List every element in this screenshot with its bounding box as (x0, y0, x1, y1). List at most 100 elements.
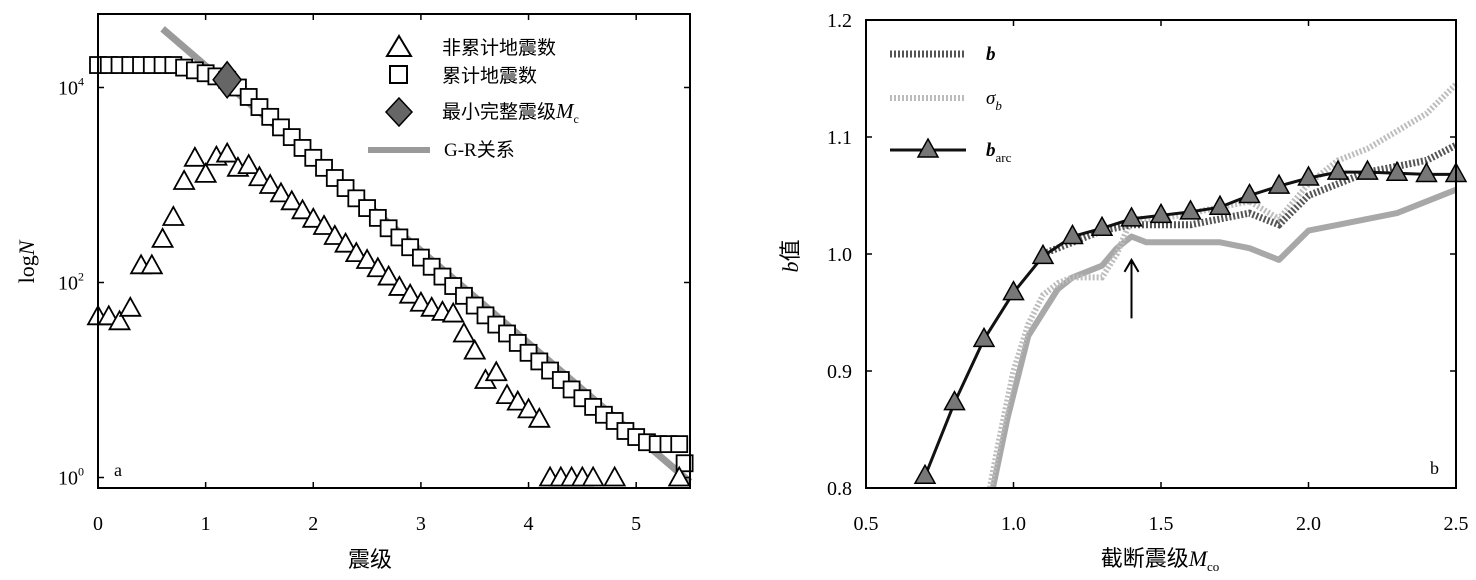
y-axis-label-b: b值 (778, 239, 804, 272)
legend-label-barc: barc (986, 140, 1012, 165)
noncumulative-triangle-marker (581, 465, 605, 487)
noncumulative-triangle-marker (517, 397, 541, 419)
noncumulative-triangle-marker (194, 162, 218, 183)
noncumulative-triangle-marker (140, 253, 164, 275)
x-tick-label-b: 1.5 (1149, 513, 1174, 535)
legend-label-cumulative: 累计地震数 (442, 65, 537, 87)
noncumulative-triangle-marker (280, 189, 304, 211)
x-tick-label-a: 3 (416, 513, 426, 535)
barc-triangle-marker (1149, 202, 1173, 224)
noncumulative-triangle-marker (237, 153, 261, 174)
legend-label-sigma: σb (986, 88, 1002, 113)
barc-triangle-marker (943, 390, 966, 411)
barc-triangle-marker (972, 326, 996, 348)
noncumulative-triangle-marker (452, 321, 476, 343)
noncumulative-triangle-marker (312, 214, 336, 235)
barc-triangle-marker (1090, 215, 1114, 237)
barc-triangle-marker (1238, 182, 1261, 204)
y-axis-label-a: logN (14, 239, 39, 283)
series-line-layer-b (923, 82, 1459, 489)
noncumulative-triangle-marker (247, 165, 271, 187)
panel-a: 0 1 2 3 4 5 100 102 104 a 震级 logN 非累计地震数 累计地震数 … (14, 13, 694, 573)
barc-triangle-marker (913, 463, 937, 485)
x-tick-label-b: 2.0 (1296, 513, 1321, 535)
legend-triangle-marker (385, 34, 413, 57)
y-tick-label-b: 0.8 (827, 478, 852, 500)
plot-frame-a (97, 13, 691, 489)
noncumulative-triangle-marker (118, 295, 142, 317)
y-ticks-b: 0.8 0.9 1.0 1.1 1.2 (827, 10, 1456, 500)
barc-triangle-marker (1002, 280, 1025, 301)
noncumulative-triangle-marker (409, 290, 433, 312)
noncumulative-triangle-marker (97, 304, 121, 326)
legend-entry-mc: 最小完整震级Mc (384, 96, 579, 128)
plot-frame-b (865, 19, 1457, 489)
legend-entry-barc: barc (890, 137, 1012, 165)
mc-diamond-marker (212, 60, 243, 100)
barc-triangle-marker (1120, 206, 1143, 227)
noncumulative-triangle-marker (151, 227, 175, 248)
noncumulative-triangle-marker (377, 264, 401, 286)
y-tick-label-a: 100 (58, 465, 84, 490)
noncumulative-triangle-marker (667, 465, 691, 487)
noncumulative-triangle-marker (183, 145, 207, 167)
legend-diamond-marker (384, 96, 414, 128)
noncumulative-triangle-marker (334, 231, 358, 253)
noncumulative-triangle-marker (506, 389, 530, 411)
legend-entry-sigma: σb (890, 88, 1002, 113)
barc-triangle-marker (1208, 194, 1232, 215)
noncumulative-triangle-marker (463, 338, 487, 360)
barc-triangle-marker (1356, 159, 1379, 180)
x-tick-label-a: 2 (308, 513, 318, 535)
x-axis-label-b: 截断震级Mco (1101, 546, 1220, 574)
y-tick-label-a: 102 (58, 270, 84, 295)
y-ticks-a: 100 102 104 (58, 75, 690, 490)
noncumulative-triangle-marker (387, 275, 411, 296)
noncumulative-triangle-marker (344, 241, 368, 263)
y-tick-label-b: 1.0 (827, 244, 852, 266)
noncumulative-triangle-marker (366, 256, 390, 278)
x-ticks-b: 0.5 1.0 1.5 2.0 2.5 (854, 20, 1469, 535)
barc-marker-layer (913, 159, 1468, 485)
legend-a: 非累计地震数 累计地震数 最小完整震级Mc G-R关系 (368, 34, 579, 161)
barc-triangle-marker (1061, 223, 1084, 245)
legend-square-marker (389, 65, 408, 84)
barc-triangle-marker (1267, 173, 1291, 194)
legend-label-mc: 最小完整震级Mc (442, 99, 579, 126)
panel-label-a: a (114, 460, 122, 480)
cumulative-square-marker (670, 435, 689, 454)
barc-triangle-marker (1385, 160, 1409, 182)
x-tick-label-b: 1.0 (1001, 513, 1026, 535)
arrow-head (1123, 257, 1140, 273)
legend-label-noncumulative: 非累计地震数 (442, 37, 556, 59)
arrow-annotation (1123, 257, 1140, 319)
y-tick-label-b: 0.9 (827, 361, 852, 383)
mc-marker-layer (212, 60, 243, 100)
noncumulative-triangle-marker (161, 205, 185, 226)
noncumulative-triangle-marker (269, 181, 293, 203)
x-tick-label-a: 1 (201, 513, 211, 535)
noncumulative-marker-layer (86, 141, 691, 487)
barc-triangle-marker (1179, 199, 1202, 220)
legend-entry-gr: G-R关系 (368, 139, 515, 161)
noncumulative-triangle-marker (301, 206, 325, 228)
legend-barc-triangle (916, 137, 940, 158)
noncumulative-triangle-marker (258, 173, 282, 194)
y-tick-label-a: 104 (58, 75, 84, 100)
x-tick-label-b: 2.5 (1444, 513, 1469, 535)
barc-triangle-marker (1031, 243, 1055, 265)
noncumulative-triangle-marker (441, 301, 465, 323)
cumulative-square-marker (675, 454, 694, 473)
barc-lower-bound-line (989, 186, 1458, 489)
legend-label-gr: G-R关系 (444, 139, 515, 161)
noncumulative-triangle-marker (603, 465, 627, 487)
noncumulative-triangle-marker (172, 169, 196, 190)
y-tick-label-b: 1.1 (827, 127, 852, 149)
legend-entry-b: b (890, 44, 996, 65)
legend-label-b: b (986, 44, 996, 65)
cumulative-marker-layer (89, 56, 694, 473)
barc-triangle-marker (1297, 165, 1320, 186)
noncumulative-triangle-marker (398, 282, 422, 304)
x-ticks-a: 0 1 2 3 4 5 (93, 14, 641, 535)
y-tick-label-b: 1.2 (827, 10, 852, 32)
